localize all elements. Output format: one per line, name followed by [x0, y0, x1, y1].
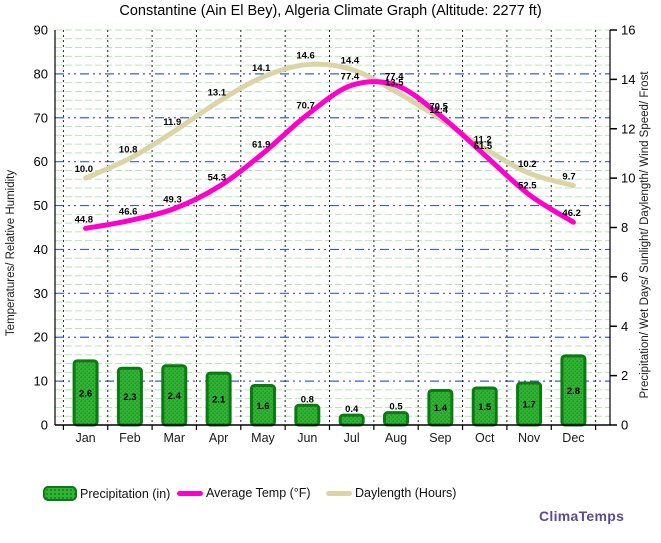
left-axis-tick-label: 20 — [34, 330, 48, 345]
daylength-line — [83, 61, 576, 189]
temp-value-label: 44.8 — [75, 214, 94, 225]
legend-label-daylength: Daylength (Hours) — [355, 486, 457, 500]
precipitation-bar — [294, 403, 321, 427]
left-axis-tick-label: 10 — [34, 374, 48, 389]
chart-title: Constantine (Ain El Bey), Algeria Climat… — [119, 3, 542, 19]
month-label: Jul — [344, 431, 360, 445]
left-axis-tick-label: 50 — [34, 198, 48, 213]
daylength-value-label: 14.6 — [296, 51, 315, 62]
temp-value-label: 52.5 — [518, 181, 537, 192]
climate-chart-canvas: 10.0 10.8 11.9 13.1 14.1 14.6 14.4 13.5 12.4 11.2… — [5, 23, 651, 446]
daylength-value-label: 10.0 — [75, 164, 94, 175]
legend-item-precipitation: Precipitation (in) — [43, 486, 170, 501]
temp-value-label: 49.3 — [163, 195, 182, 206]
axis-titles: Temperatures/ Relative Humidity Precipita… — [5, 71, 651, 399]
month-dividers — [62, 30, 597, 425]
gridlines — [55, 29, 610, 417]
precipitation-value-label: 1.4 — [434, 403, 448, 414]
right-axis-tick-label: 8 — [621, 220, 628, 235]
month-label: Sep — [429, 431, 451, 445]
precipitation-value-label: 1.6 — [256, 401, 269, 412]
temp-value-label: 61.5 — [474, 141, 493, 152]
right-axis-tick-label: 12 — [621, 121, 635, 136]
daylength-value-label: 9.7 — [562, 172, 575, 183]
left-axis-tick-label: 60 — [34, 154, 48, 169]
precipitation-value-label: 2.1 — [212, 395, 226, 406]
right-axis-tick-label: 4 — [621, 319, 628, 334]
average-temp-swatch-icon — [177, 490, 203, 496]
right-axis-tick-label: 10 — [621, 171, 635, 186]
climatemps-logo: ClimaTemps — [539, 508, 625, 524]
temp-value-label: 54.3 — [208, 173, 227, 184]
right-axis-tick-label: 6 — [621, 269, 628, 284]
daylength-value-label: 10.2 — [518, 159, 537, 170]
left-axis-tick-label: 30 — [34, 286, 48, 301]
legend-item-average-temp: Average Temp (°F) — [177, 486, 311, 500]
precipitation-value-label: 0.4 — [345, 404, 359, 415]
precipitation-value-label: 2.4 — [168, 391, 182, 402]
left-axis-tick-label: 40 — [34, 242, 48, 257]
temp-value-label: 70.5 — [429, 102, 448, 113]
daylength-value-label: 14.4 — [341, 56, 360, 67]
month-label: Jan — [75, 431, 95, 445]
legend-label-precipitation: Precipitation (in) — [80, 486, 171, 501]
daylength-value-label: 10.8 — [119, 144, 138, 155]
month-label: May — [251, 431, 275, 445]
temp-value-label: 70.7 — [296, 101, 315, 112]
precipitation-value-label: 1.7 — [522, 400, 535, 411]
temp-value-label: 77.4 — [341, 71, 360, 82]
average-temp-line — [83, 79, 576, 231]
legend-item-daylength: Daylength (Hours) — [326, 486, 456, 500]
month-label: Jun — [297, 431, 317, 445]
month-label: Apr — [209, 431, 228, 445]
precipitation-swatch-icon — [43, 486, 77, 501]
precipitation-value-label: 0.5 — [389, 402, 403, 413]
month-label: Aug — [385, 431, 407, 445]
daylength-value-label: 11.2 — [474, 135, 492, 146]
left-axis-tick-label: 0 — [41, 418, 48, 433]
precipitation-value-label: 0.8 — [301, 394, 314, 405]
right-axis-title: Precipitation/ Wet Days/ Sunlight/ Dayle… — [639, 71, 651, 399]
daylength-swatch-icon — [326, 490, 352, 496]
month-label: Feb — [119, 431, 141, 445]
precipitation-value-label: 2.3 — [123, 392, 136, 403]
temp-value-label: 46.2 — [562, 208, 581, 219]
precipitation-bar — [383, 411, 410, 427]
left-axis-tick-label: 80 — [34, 66, 48, 81]
legend-label-average-temp: Average Temp (°F) — [206, 486, 311, 500]
daylength-value-label: 11.9 — [163, 117, 181, 128]
left-axis-tick-label: 90 — [34, 23, 48, 38]
month-label: Nov — [518, 431, 541, 445]
daylength-value-label: 13.1 — [208, 88, 227, 99]
right-axis-tick-label: 14 — [621, 72, 635, 87]
daylength-value-label: 14.1 — [252, 63, 271, 74]
temp-value-label: 77.4 — [385, 71, 404, 82]
precipitation-value-label: 1.5 — [478, 402, 492, 413]
temp-value-label: 61.9 — [252, 139, 271, 150]
left-axis-tick-label: 70 — [34, 110, 48, 125]
month-label: Mar — [164, 431, 186, 445]
precipitation-value-label: 2.6 — [79, 388, 92, 399]
right-axis-tick-label: 16 — [621, 23, 635, 38]
right-axis-tick-label: 2 — [621, 368, 628, 383]
month-label: Oct — [475, 431, 495, 445]
precipitation-value-label: 2.8 — [567, 386, 580, 397]
left-axis-title: Temperatures/ Relative Humidity — [5, 170, 17, 336]
chart-legend: Precipitation (in) Average Temp (°F) Day… — [0, 486, 661, 506]
temp-value-label: 46.6 — [119, 206, 138, 217]
data-point-labels: 10.0 10.8 11.9 13.1 14.1 14.6 14.4 13.5 12.4 11.2… — [75, 51, 581, 416]
precipitation-bar — [338, 413, 365, 427]
daylength-value-label: 12.4 — [429, 105, 448, 116]
daylength-value-label: 13.5 — [385, 78, 404, 89]
month-label: Dec — [562, 431, 584, 445]
axes: 0 10 20 30 40 50 60 70 80 90 0 2 4 6 8 10 12 14 16 Jan Feb Ma… — [34, 23, 636, 446]
right-axis-tick-label: 0 — [621, 418, 628, 433]
